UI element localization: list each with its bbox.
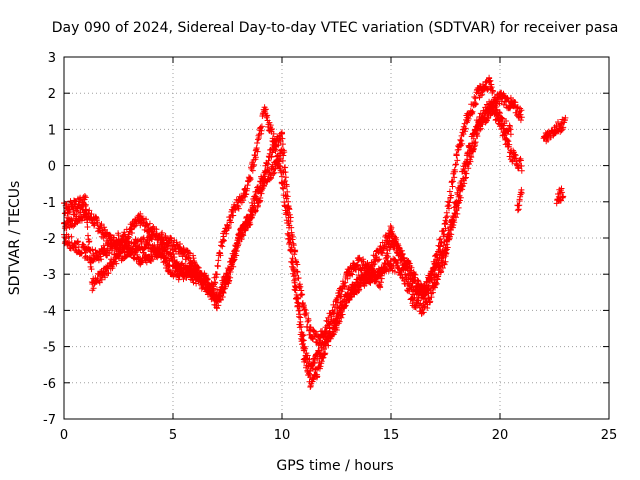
plot-frame xyxy=(63,56,610,420)
y-tick-label: -2 xyxy=(43,232,56,247)
x-axis-label: GPS time / hours xyxy=(276,458,393,474)
y-axis-label: SDTVAR / TECUs xyxy=(7,181,23,296)
chart-title: Day 090 of 2024, Sidereal Day-to-day VTE… xyxy=(52,20,619,36)
y-tick-label: -1 xyxy=(43,196,56,211)
y-tick-label: -5 xyxy=(43,341,56,356)
y-tick-label: -3 xyxy=(43,268,56,283)
y-tick-label: -7 xyxy=(43,413,56,428)
series-marks-track-4 xyxy=(514,185,567,214)
x-tick-label: 20 xyxy=(492,428,509,443)
x-tick-label: 5 xyxy=(169,428,177,443)
x-tick-label: 0 xyxy=(60,428,68,443)
x-tick-label: 25 xyxy=(601,428,618,443)
y-tick-label: -6 xyxy=(43,377,56,392)
y-tick-label: 3 xyxy=(48,51,56,66)
x-tick-label: 15 xyxy=(383,428,400,443)
series-track-4 xyxy=(514,185,567,214)
y-tick-label: -4 xyxy=(43,304,56,319)
x-tick-label: 10 xyxy=(274,428,291,443)
y-tick-label: 0 xyxy=(48,160,56,175)
y-tick-label: 1 xyxy=(48,123,56,138)
y-tick-label: 2 xyxy=(48,87,56,102)
